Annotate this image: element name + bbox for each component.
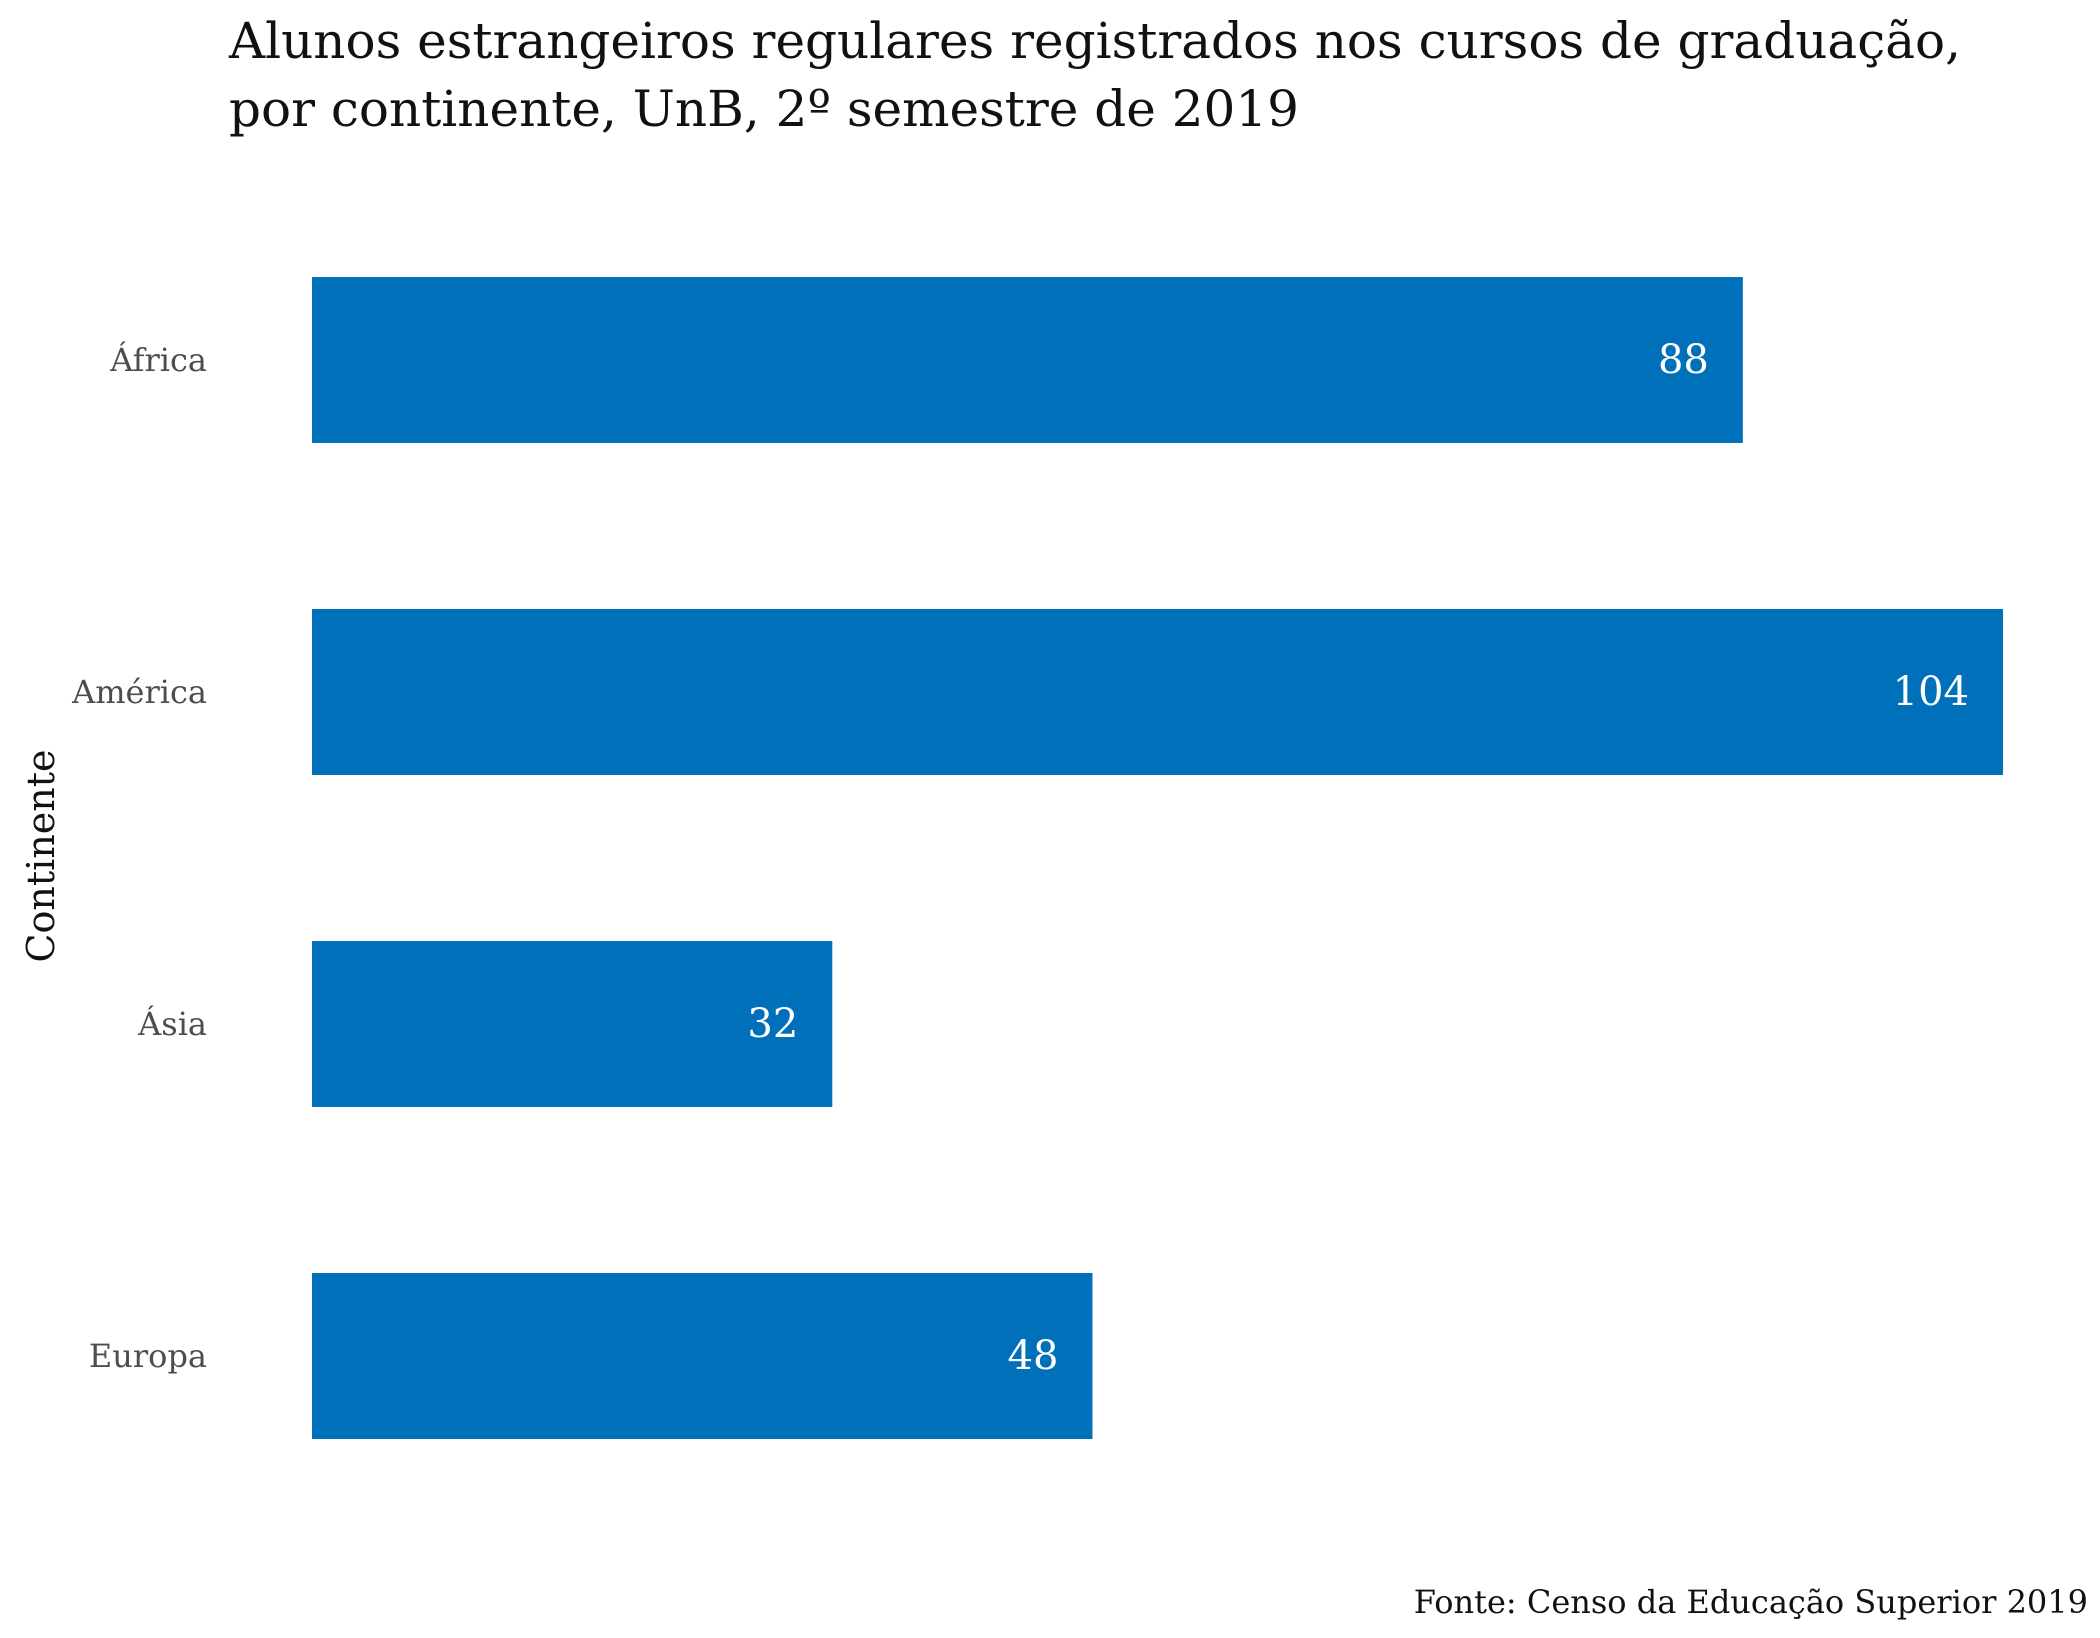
bar-europa [312, 1273, 1093, 1439]
bar-america [312, 609, 2003, 775]
value-label-europa: 48 [1008, 1333, 1059, 1379]
bar-asia [312, 941, 833, 1107]
category-label-asia: Ásia [137, 1005, 207, 1043]
category-label-america: América [71, 673, 207, 711]
chart-title-line-1: Alunos estrangeiros regulares registrado… [228, 12, 1961, 70]
value-label-africa: 88 [1658, 337, 1709, 383]
bars-layer: África 88 América 104 Ásia 32 Europa 48 [71, 277, 2003, 1439]
value-label-asia: 32 [747, 1001, 798, 1047]
bar-africa [312, 277, 1743, 443]
chart-title-line-2: por continente, UnB, 2º semestre de 2019 [229, 80, 1299, 138]
y-axis-label: Continente [19, 749, 63, 962]
value-label-america: 104 [1893, 669, 1969, 715]
category-label-africa: África [109, 341, 207, 379]
category-label-europa: Europa [89, 1337, 207, 1375]
source-caption: Fonte: Censo da Educação Superior 2019 [1414, 1583, 2088, 1621]
